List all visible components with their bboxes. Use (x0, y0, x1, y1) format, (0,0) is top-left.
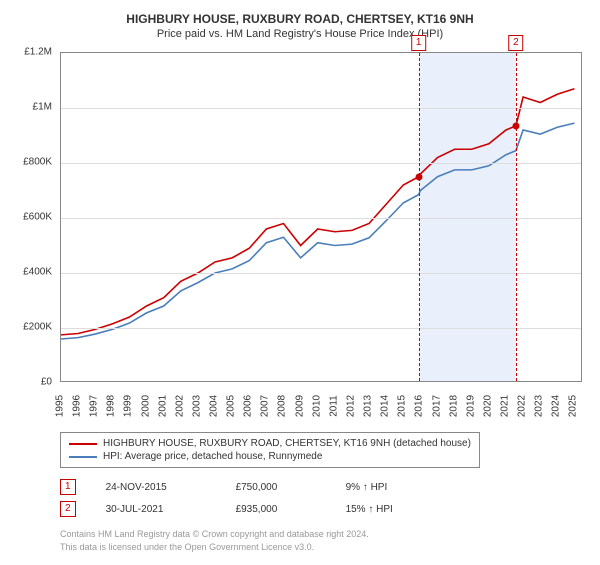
y-axis-labels: £0£200K£400K£600K£800K£1M£1.2M (12, 52, 56, 382)
chart-title-sub: Price paid vs. HM Land Registry's House … (12, 28, 588, 40)
annotation-row: 1 24-NOV-2015 £750,000 9% ↑ HPI (60, 476, 588, 498)
chart-title-main: HIGHBURY HOUSE, RUXBURY ROAD, CHERTSEY, … (12, 12, 588, 26)
annotation-pct: 9% ↑ HPI (346, 482, 426, 493)
annotation-date: 30-JUL-2021 (106, 504, 206, 515)
x-tick-label: 2022 (517, 395, 528, 417)
x-tick-label: 2023 (534, 395, 545, 417)
x-tick-label: 2011 (328, 395, 339, 417)
x-tick-label: 1998 (106, 395, 117, 417)
x-axis-labels: 1995199619971998199920002001200220032004… (60, 386, 582, 426)
y-tick-label: £200K (23, 322, 52, 333)
x-tick-label: 2004 (209, 395, 220, 417)
marker-line (419, 53, 420, 381)
legend-label: HPI: Average price, detached house, Runn… (103, 451, 322, 462)
plot-area: 12 (60, 52, 582, 382)
y-tick-label: £600K (23, 212, 52, 223)
y-tick-label: £0 (41, 377, 52, 388)
annotation-date: 24-NOV-2015 (106, 482, 206, 493)
y-tick-label: £400K (23, 267, 52, 278)
x-tick-label: 2012 (345, 395, 356, 417)
x-tick-label: 2008 (277, 395, 288, 417)
x-tick-label: 1999 (123, 395, 134, 417)
x-tick-label: 2024 (551, 395, 562, 417)
chart-container: £0 £200K £400K £600K £800K £1M £1.2M 12 1995 19… (12, 46, 588, 426)
annotation-table: 1 24-NOV-2015 £750,000 9% ↑ HPI 2 30-JUL-2021… (60, 476, 588, 520)
x-tick-label: 2010 (311, 395, 322, 417)
x-tick-label: 2019 (465, 395, 476, 417)
legend-label: HIGHBURY HOUSE, RUXBURY ROAD, CHERTSEY, … (103, 438, 471, 449)
x-tick-label: 2007 (260, 395, 271, 417)
x-tick-label: 2001 (157, 395, 168, 417)
annotation-idx: 2 (60, 501, 76, 517)
x-tick-label: 1996 (72, 395, 83, 417)
line-svg (61, 53, 581, 381)
marker-line (516, 53, 517, 381)
x-tick-label: 2017 (431, 395, 442, 417)
annotation-price: £750,000 (236, 482, 316, 493)
y-tick-label: £800K (23, 157, 52, 168)
legend-item: HPI: Average price, detached house, Runn… (69, 450, 471, 463)
x-tick-label: 1995 (55, 395, 66, 417)
legend-swatch (69, 456, 97, 458)
y-tick-label: £1M (33, 102, 52, 113)
x-tick-label: 2014 (380, 395, 391, 417)
annotation-row: 2 30-JUL-2021 £935,000 15% ↑ HPI (60, 498, 588, 520)
x-tick-label: 2009 (294, 395, 305, 417)
marker-dot (415, 173, 422, 180)
x-tick-label: 2005 (226, 395, 237, 417)
annotation-pct: 15% ↑ HPI (346, 504, 426, 515)
annotation-idx: 1 (60, 479, 76, 495)
credits-line1: Contains HM Land Registry data © Crown c… (60, 528, 588, 541)
legend-item: HIGHBURY HOUSE, RUXBURY ROAD, CHERTSEY, … (69, 437, 471, 450)
x-tick-label: 2018 (448, 395, 459, 417)
x-tick-label: 2002 (174, 395, 185, 417)
credits-line2: This data is licensed under the Open Gov… (60, 541, 588, 554)
marker-dot (512, 122, 519, 129)
x-tick-label: 2015 (397, 395, 408, 417)
x-tick-label: 2006 (243, 395, 254, 417)
legend-swatch (69, 443, 97, 445)
x-tick-label: 2020 (482, 395, 493, 417)
marker-badge: 2 (508, 35, 524, 51)
x-tick-label: 2025 (568, 395, 579, 417)
x-tick-label: 2016 (414, 395, 425, 417)
x-tick-label: 1997 (89, 395, 100, 417)
x-tick-label: 2013 (363, 395, 374, 417)
y-tick-label: £1.2M (24, 47, 52, 58)
x-tick-label: 2021 (499, 395, 510, 417)
marker-badge: 1 (411, 35, 427, 51)
credits: Contains HM Land Registry data © Crown c… (60, 528, 588, 553)
annotation-price: £935,000 (236, 504, 316, 515)
x-tick-label: 2000 (140, 395, 151, 417)
x-tick-label: 2003 (191, 395, 202, 417)
legend-box: HIGHBURY HOUSE, RUXBURY ROAD, CHERTSEY, … (60, 432, 480, 468)
